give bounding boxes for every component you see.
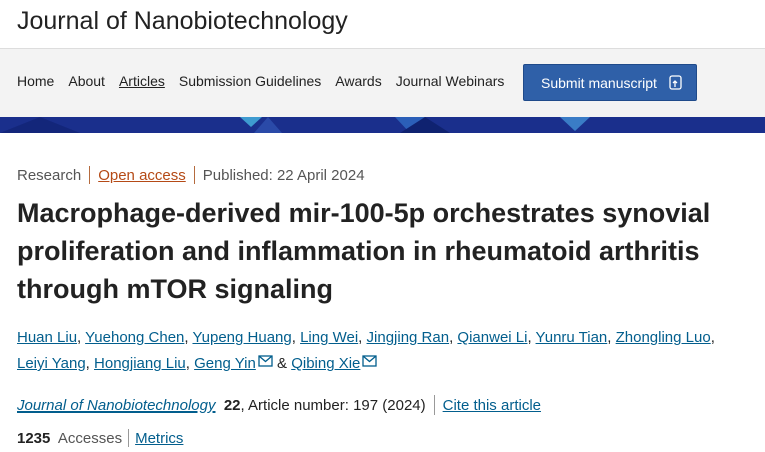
nav-link[interactable]: About [68, 73, 105, 89]
author-name[interactable]: Qibing Xie [291, 355, 361, 372]
separator: , [358, 329, 363, 346]
separator: , [710, 329, 715, 346]
author-name[interactable]: Jingjing Ran [366, 329, 450, 346]
submit-icon [669, 74, 682, 90]
author-name[interactable]: Geng Yin [194, 355, 256, 372]
author: Jingjing Ran, [367, 329, 454, 346]
nav-link[interactable]: Home [17, 73, 55, 89]
author: Hongjiang Liu, [94, 355, 190, 372]
author: Geng Yin [194, 355, 273, 372]
submit-label: Submit manuscript [541, 74, 657, 91]
author: Ling Wei, [300, 329, 362, 346]
email-icon[interactable] [258, 355, 273, 367]
nav-links: Home About Articles Submission Guidelines Aw… [17, 73, 504, 89]
volume: 22 [223, 397, 241, 414]
nav-link[interactable]: Journal Webinars [395, 73, 505, 89]
separator: , [185, 355, 190, 372]
open-access[interactable]: Open access [98, 167, 186, 184]
author-name[interactable]: Ling Wei [300, 329, 359, 346]
author-name[interactable]: Qianwei Li [457, 329, 528, 346]
author-name[interactable]: Yunru Tian [535, 329, 608, 346]
nav-link[interactable]: Articles [118, 73, 165, 89]
article-title: Macrophage-derived mir-100-5p orchestrat… [17, 198, 711, 304]
cite-link[interactable]: Cite this article [442, 397, 541, 414]
separator: , [607, 329, 612, 346]
separator: , [77, 329, 82, 346]
separator: , [291, 329, 296, 346]
journal-title[interactable]: Journal of Nanobiotechnology [17, 7, 348, 35]
submit-button[interactable]: Submit manuscript [523, 64, 697, 101]
author-name[interactable]: Yuehong Chen [85, 329, 185, 346]
author-list: Huan Liu, Yuehong Chen, Yupeng Huang, Li… [17, 325, 765, 377]
separator: , [527, 329, 532, 346]
author-name[interactable]: Hongjiang Liu [94, 355, 186, 372]
metrics-link[interactable]: Metrics [135, 430, 184, 447]
article-type: Research [17, 167, 82, 184]
author: Yuehong Chen, [85, 329, 188, 346]
author: Zhongling Luo, [616, 329, 715, 346]
author-name[interactable]: Yupeng Huang [192, 329, 292, 346]
header: Journal of Nanobiotechnology [0, 0, 765, 49]
banner-band [0, 117, 765, 133]
email-icon[interactable] [362, 355, 378, 367]
article-number: Article number: 197 (2024) [248, 397, 426, 414]
separator: , [85, 355, 90, 372]
author-name[interactable]: Zhongling Luo [615, 329, 711, 346]
author: Huan Liu, [17, 329, 81, 346]
published-date: Published: 22 April 2024 [202, 167, 365, 184]
metrics-line: 1235 Accesses Metrics [17, 429, 765, 447]
nav-link[interactable]: Awards [335, 73, 382, 89]
final-separator: & [277, 355, 288, 372]
article-header: Research Open access Published: 22 April 2… [17, 166, 765, 447]
separator: , [240, 397, 245, 414]
separator: , [184, 329, 189, 346]
author: Qibing Xie [291, 355, 378, 372]
nav-bar: Home About Articles Submission Guidelines Aw… [0, 49, 765, 117]
article-meta: Research Open access Published: 22 April 2… [17, 166, 765, 184]
author: Yunru Tian, [536, 329, 612, 346]
journal-link[interactable]: Journal of Nanobiotechnology [17, 397, 216, 414]
author: Qianwei Li, [457, 329, 531, 346]
nav-link[interactable]: Submission Guidelines [178, 73, 322, 89]
author-name[interactable]: Huan Liu [17, 329, 78, 346]
access-label: Accesses [57, 430, 123, 447]
separator: , [449, 329, 454, 346]
access-count: 1235 [17, 430, 51, 447]
author: Yupeng Huang, [192, 329, 295, 346]
author: Leiyi Yang, [17, 355, 90, 372]
author-name[interactable]: Leiyi Yang [17, 355, 86, 372]
citation-line: Journal of Nanobiotechnology 22, Article… [17, 395, 765, 415]
